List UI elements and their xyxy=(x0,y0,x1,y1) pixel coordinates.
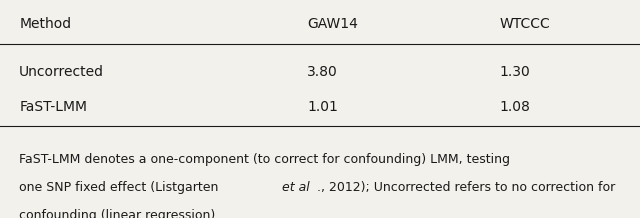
Text: Method: Method xyxy=(19,17,71,31)
Text: GAW14: GAW14 xyxy=(307,17,358,31)
Text: ., 2012); Uncorrected refers to no correction for: ., 2012); Uncorrected refers to no corre… xyxy=(317,181,616,194)
Text: 1.01: 1.01 xyxy=(307,100,338,114)
Text: FaST-LMM: FaST-LMM xyxy=(19,100,87,114)
Text: et al: et al xyxy=(282,181,309,194)
Text: confounding (linear regression).: confounding (linear regression). xyxy=(19,209,220,218)
Text: 3.80: 3.80 xyxy=(307,65,338,79)
Text: WTCCC: WTCCC xyxy=(499,17,550,31)
Text: 1.08: 1.08 xyxy=(499,100,530,114)
Text: FaST-LMM denotes a one-component (to correct for confounding) LMM, testing: FaST-LMM denotes a one-component (to cor… xyxy=(19,153,510,166)
Text: one SNP fixed effect (Listgarten: one SNP fixed effect (Listgarten xyxy=(19,181,223,194)
Text: Uncorrected: Uncorrected xyxy=(19,65,104,79)
Text: 1.30: 1.30 xyxy=(499,65,530,79)
